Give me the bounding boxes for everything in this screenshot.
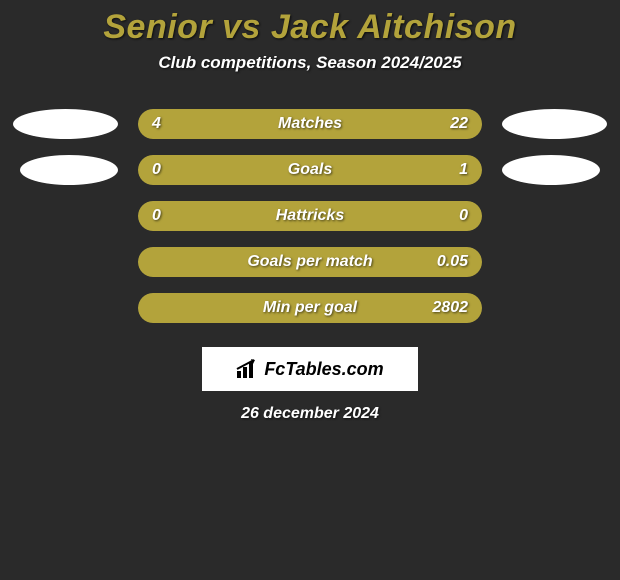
page-title: Senior vs Jack Aitchison	[0, 8, 620, 47]
stat-bar-hattricks: 0 Hattricks 0	[138, 201, 482, 231]
date-label: 26 december 2024	[0, 405, 620, 423]
logo-text: FcTables.com	[264, 359, 383, 380]
stat-label: Min per goal	[138, 293, 482, 323]
stat-bar-matches: 4 Matches 22	[138, 109, 482, 139]
subtitle: Club competitions, Season 2024/2025	[0, 53, 620, 73]
stat-row: Min per goal 2802	[0, 285, 620, 331]
stat-label: Goals per match	[138, 247, 482, 277]
stat-label: Hattricks	[138, 201, 482, 231]
right-value: 1	[459, 155, 468, 185]
stat-bar-goals: 0 Goals 1	[138, 155, 482, 185]
player-right-marker	[502, 155, 600, 185]
comparison-card: Senior vs Jack Aitchison Club competitio…	[0, 0, 620, 423]
right-value: 2802	[432, 293, 468, 323]
stat-label: Goals	[138, 155, 482, 185]
right-value: 0.05	[437, 247, 468, 277]
player-left-marker	[13, 109, 118, 139]
stat-label: Matches	[138, 109, 482, 139]
chart-icon	[236, 359, 258, 379]
stat-row: 0 Hattricks 0	[0, 193, 620, 239]
stat-row: Goals per match 0.05	[0, 239, 620, 285]
stat-row: 0 Goals 1	[0, 147, 620, 193]
player-right-marker	[502, 109, 607, 139]
stat-bar-min-per-goal: Min per goal 2802	[138, 293, 482, 323]
stat-bar-goals-per-match: Goals per match 0.05	[138, 247, 482, 277]
stat-row: 4 Matches 22	[0, 101, 620, 147]
right-value: 22	[450, 109, 468, 139]
player-left-marker	[20, 155, 118, 185]
fctables-logo: FcTables.com	[202, 347, 418, 391]
right-value: 0	[459, 201, 468, 231]
